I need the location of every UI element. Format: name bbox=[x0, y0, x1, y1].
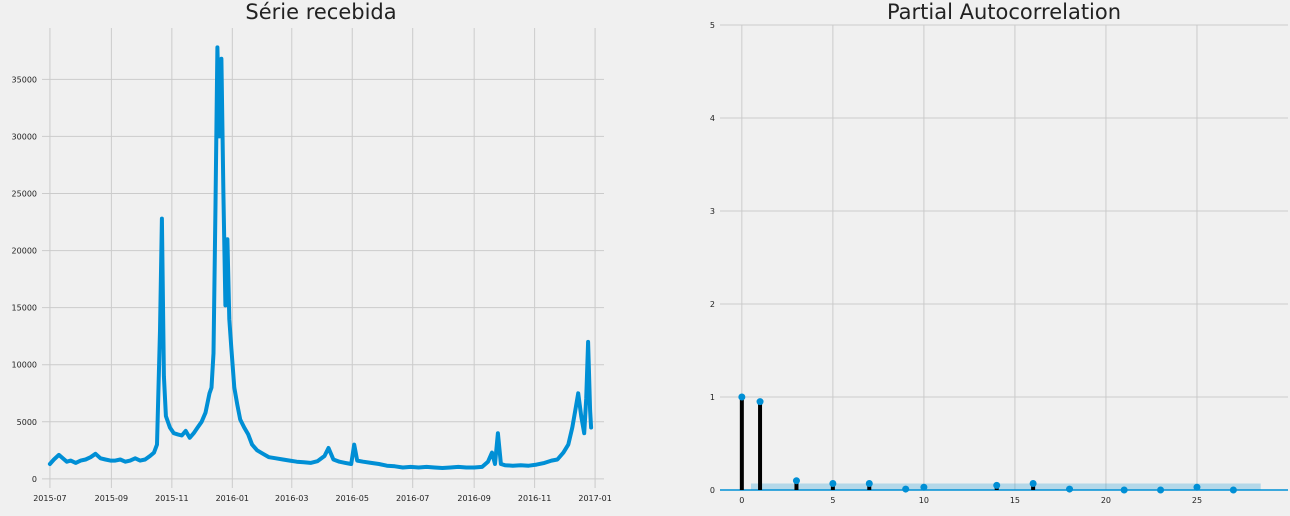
pacf-marker bbox=[1120, 486, 1128, 494]
pacf-marker bbox=[1029, 479, 1037, 487]
chart-title: Série recebida bbox=[245, 0, 396, 24]
pacf-marker bbox=[920, 483, 928, 491]
x-tick-label: 2016-11 bbox=[518, 494, 551, 503]
pacf-marker bbox=[902, 485, 910, 493]
x-tick-label: 2015-11 bbox=[155, 494, 188, 503]
y-tick-label: 5000 bbox=[17, 418, 37, 427]
x-tick-label: 2016-03 bbox=[275, 494, 308, 503]
y-tick-label: 4 bbox=[710, 114, 715, 123]
x-tick-label: 20 bbox=[1101, 496, 1111, 505]
pacf-marker bbox=[829, 479, 837, 487]
x-tick-label: 10 bbox=[919, 496, 929, 505]
x-tick-label: 2016-09 bbox=[457, 494, 490, 503]
time-series-chart: Série recebida 0 5000 10000 15000 20000 25000… bbox=[12, 0, 612, 503]
pacf-marker bbox=[738, 393, 746, 401]
y-tick-label: 15000 bbox=[12, 304, 37, 313]
x-tick-label: 5 bbox=[830, 496, 835, 505]
y-tick-label: 30000 bbox=[12, 132, 37, 141]
y-tick-label: 2 bbox=[710, 300, 715, 309]
confidence-band bbox=[750, 483, 1261, 490]
x-tick-label: 2015-07 bbox=[33, 494, 66, 503]
x-tick-label: 15 bbox=[1010, 496, 1020, 505]
x-tick-label: 2016-05 bbox=[336, 494, 369, 503]
series-line bbox=[47, 45, 594, 470]
y-tick-label: 0 bbox=[32, 475, 37, 484]
pacf-marker bbox=[756, 398, 764, 406]
x-tick-label: 2015-09 bbox=[95, 494, 128, 503]
y-tick-label: 3 bbox=[710, 207, 715, 216]
y-tick-label: 5 bbox=[710, 21, 715, 30]
pacf-marker bbox=[1066, 485, 1074, 493]
pacf-marker bbox=[792, 477, 800, 485]
pacf-marker bbox=[1229, 486, 1237, 494]
x-tick-label: 0 bbox=[739, 496, 744, 505]
plot-area bbox=[42, 28, 604, 488]
y-tick-label: 35000 bbox=[12, 75, 37, 84]
pacf-marker bbox=[1193, 483, 1201, 491]
x-tick-label: 2016-01 bbox=[216, 494, 249, 503]
plot-area bbox=[720, 25, 1288, 490]
x-tick-label: 25 bbox=[1192, 496, 1202, 505]
chart-title: Partial Autocorrelation bbox=[887, 0, 1121, 24]
y-tick-label: 10000 bbox=[12, 361, 37, 370]
y-tick-label: 1 bbox=[710, 393, 715, 402]
pacf-marker bbox=[865, 479, 873, 487]
y-tick-label: 20000 bbox=[12, 247, 37, 256]
x-tick-label: 2016-07 bbox=[396, 494, 429, 503]
y-tick-label: 0 bbox=[710, 486, 715, 495]
pacf-marker bbox=[993, 481, 1001, 489]
pacf-marker bbox=[1157, 486, 1165, 494]
x-tick-label: 2017-01 bbox=[578, 494, 611, 503]
y-tick-label: 25000 bbox=[12, 190, 37, 199]
